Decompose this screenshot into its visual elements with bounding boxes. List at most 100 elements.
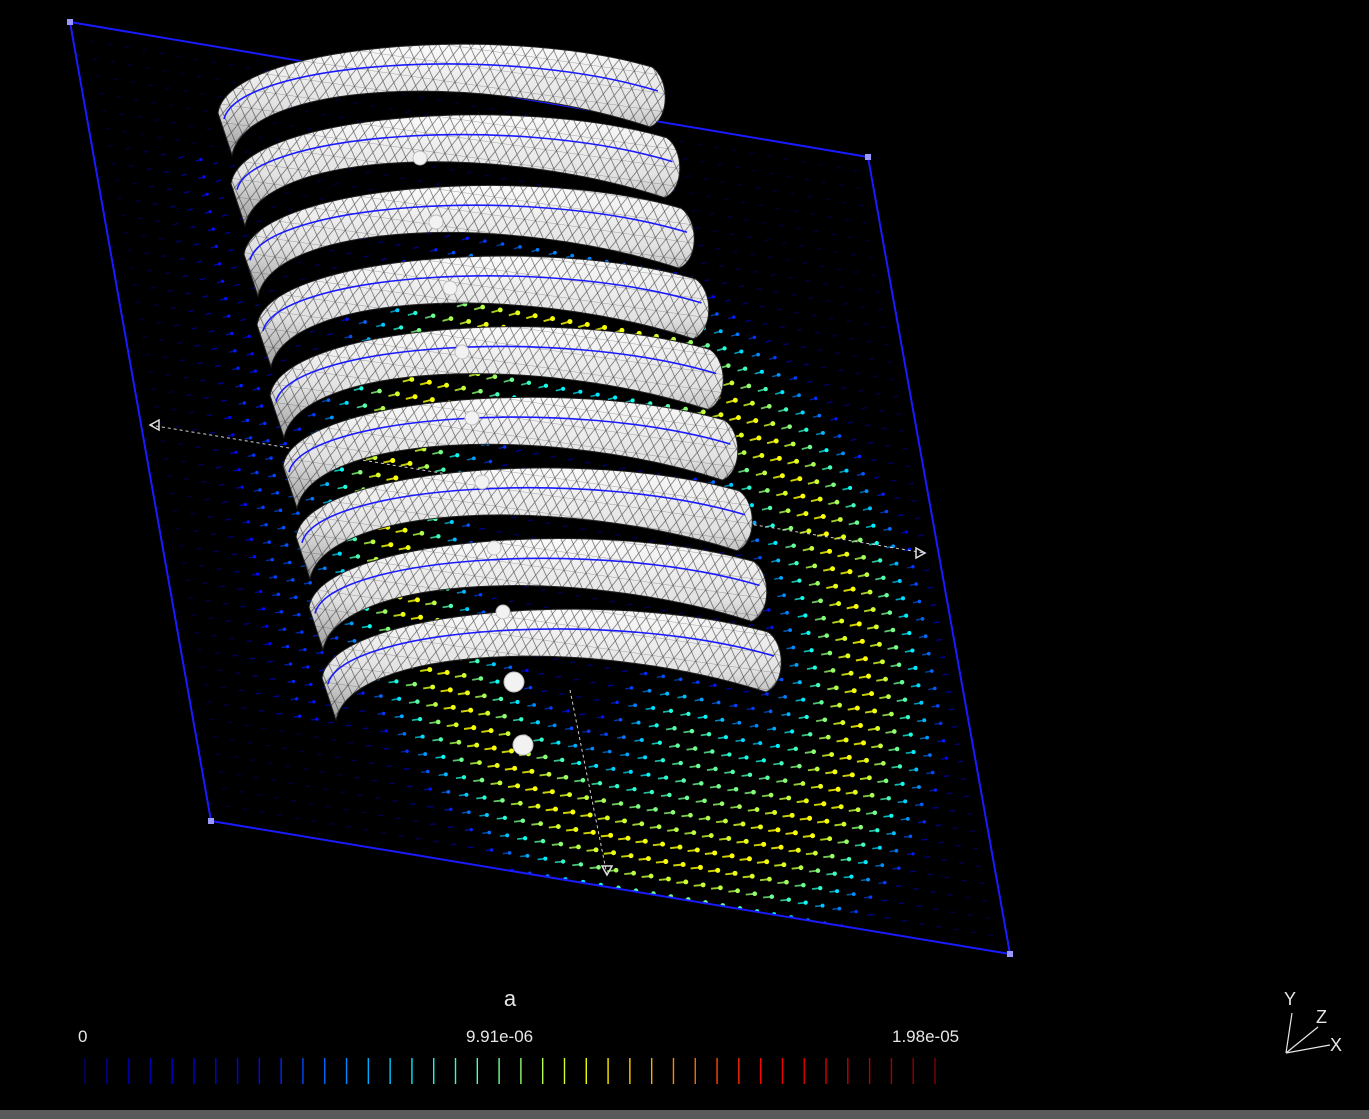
vector-arrow [210, 533, 216, 536]
vector-arrow [538, 672, 545, 675]
vector-arrow-head [872, 810, 878, 816]
vector-arrow [945, 690, 952, 694]
vector-arrow-head [713, 683, 717, 687]
vector-arrow [176, 240, 182, 243]
vector-arrow [913, 888, 919, 890]
vector-arrow [831, 233, 836, 236]
vector-arrow-head [580, 778, 586, 783]
vector-arrow [225, 518, 231, 521]
vector-arrow-head [772, 726, 777, 731]
helical-coil-mesh[interactable] [217, 43, 782, 722]
vector-arrow-head [756, 352, 761, 357]
vector-arrow [162, 356, 168, 359]
plane-widget-handles[interactable] [148, 418, 927, 877]
vector-arrow [243, 622, 249, 625]
vector-arrow-head [778, 844, 784, 850]
vector-arrow-head [681, 778, 686, 783]
vector-arrow-head [466, 810, 471, 815]
vector-arrow [188, 309, 194, 313]
vector-arrow [190, 225, 196, 229]
vector-arrow [325, 704, 332, 707]
vector-arrow [552, 658, 558, 661]
vector-arrow [756, 288, 762, 291]
vector-arrow [133, 283, 138, 286]
vector-arrow [169, 205, 176, 209]
vector-arrow [230, 164, 236, 168]
vector-arrow-head [791, 645, 796, 650]
vector-arrow [155, 220, 161, 223]
vector-arrow [151, 101, 156, 104]
vector-arrow [744, 218, 749, 221]
color-legend-min-label: 0 [78, 1027, 88, 1046]
vector-arrow [787, 175, 792, 178]
color-legend: a 0 9.91e-06 1.98e-05 [0, 980, 1100, 1090]
vector-arrow-head [807, 444, 813, 450]
vector-arrow [132, 182, 137, 185]
vector-arrow-head [705, 815, 711, 821]
vector-arrow-head [740, 738, 745, 743]
vector-arrow-head [833, 685, 839, 691]
vector-arrow-head [453, 722, 459, 728]
vector-arrow-head [697, 864, 703, 870]
vector-arrow-head [764, 859, 770, 865]
scene-3d-view[interactable] [0, 0, 1369, 980]
vector-arrow [933, 621, 940, 624]
vector-arrow [187, 208, 193, 211]
coil-turn[interactable] [217, 43, 666, 157]
vector-arrow-head [482, 795, 487, 800]
vector-arrow [283, 275, 288, 278]
vector-arrow-head [916, 683, 921, 688]
coil-turn[interactable] [230, 114, 681, 228]
vector-arrow-head [663, 775, 669, 780]
coil-turn[interactable] [295, 467, 753, 581]
vector-arrow [827, 400, 833, 404]
vector-arrow-head [402, 527, 408, 533]
vector-arrow [888, 462, 894, 465]
vector-arrow-head [495, 679, 500, 684]
vector-arrow [351, 759, 357, 762]
vector-arrow-head [322, 566, 327, 571]
vector-arrow [759, 305, 765, 308]
vector-arrow-head [288, 662, 293, 666]
vector-arrow-head [477, 760, 482, 766]
vector-arrow [580, 528, 585, 531]
vector-arrow [817, 348, 823, 352]
coil-turn[interactable] [308, 538, 768, 652]
vector-arrow-head [712, 850, 718, 856]
vector-arrow-head [424, 464, 430, 469]
coil-turn[interactable] [282, 396, 739, 511]
vector-arrow-head [296, 511, 300, 516]
vector-arrow [874, 476, 880, 479]
vector-arrow-head [667, 792, 672, 798]
vector-arrow [604, 667, 611, 670]
vector-arrow [171, 121, 176, 125]
clip-plane-corner-handles[interactable] [67, 19, 1013, 957]
vector-arrow-head [379, 694, 383, 698]
vector-arrow-head [488, 459, 493, 464]
coil-turn[interactable] [243, 184, 695, 299]
vector-arrow-head [464, 690, 470, 696]
vector-arrow-head [747, 485, 752, 490]
vector-arrow-head [722, 346, 727, 351]
vector-arrow-head [811, 749, 817, 754]
vector-arrow-head [818, 783, 824, 789]
vector-arrow [739, 285, 745, 288]
vector-arrow-head [657, 740, 662, 745]
vector-arrow-head [255, 572, 260, 576]
vector-arrow-head [433, 702, 438, 707]
vector-arrow-head [633, 703, 637, 708]
vector-arrow [197, 361, 203, 365]
vector-arrow [317, 753, 322, 756]
vector-arrow [314, 263, 320, 267]
coil-turn[interactable] [256, 255, 710, 369]
vector-arrow-head [688, 812, 693, 818]
coil-turn[interactable] [269, 326, 724, 440]
vector-arrow-head [228, 415, 232, 420]
vector-arrow-head [306, 665, 310, 669]
probe-sphere [464, 410, 480, 426]
coil-turn[interactable] [321, 608, 782, 722]
vector-arrow [697, 143, 702, 146]
vector-arrow-head [908, 732, 913, 737]
vector-arrow [370, 104, 375, 108]
